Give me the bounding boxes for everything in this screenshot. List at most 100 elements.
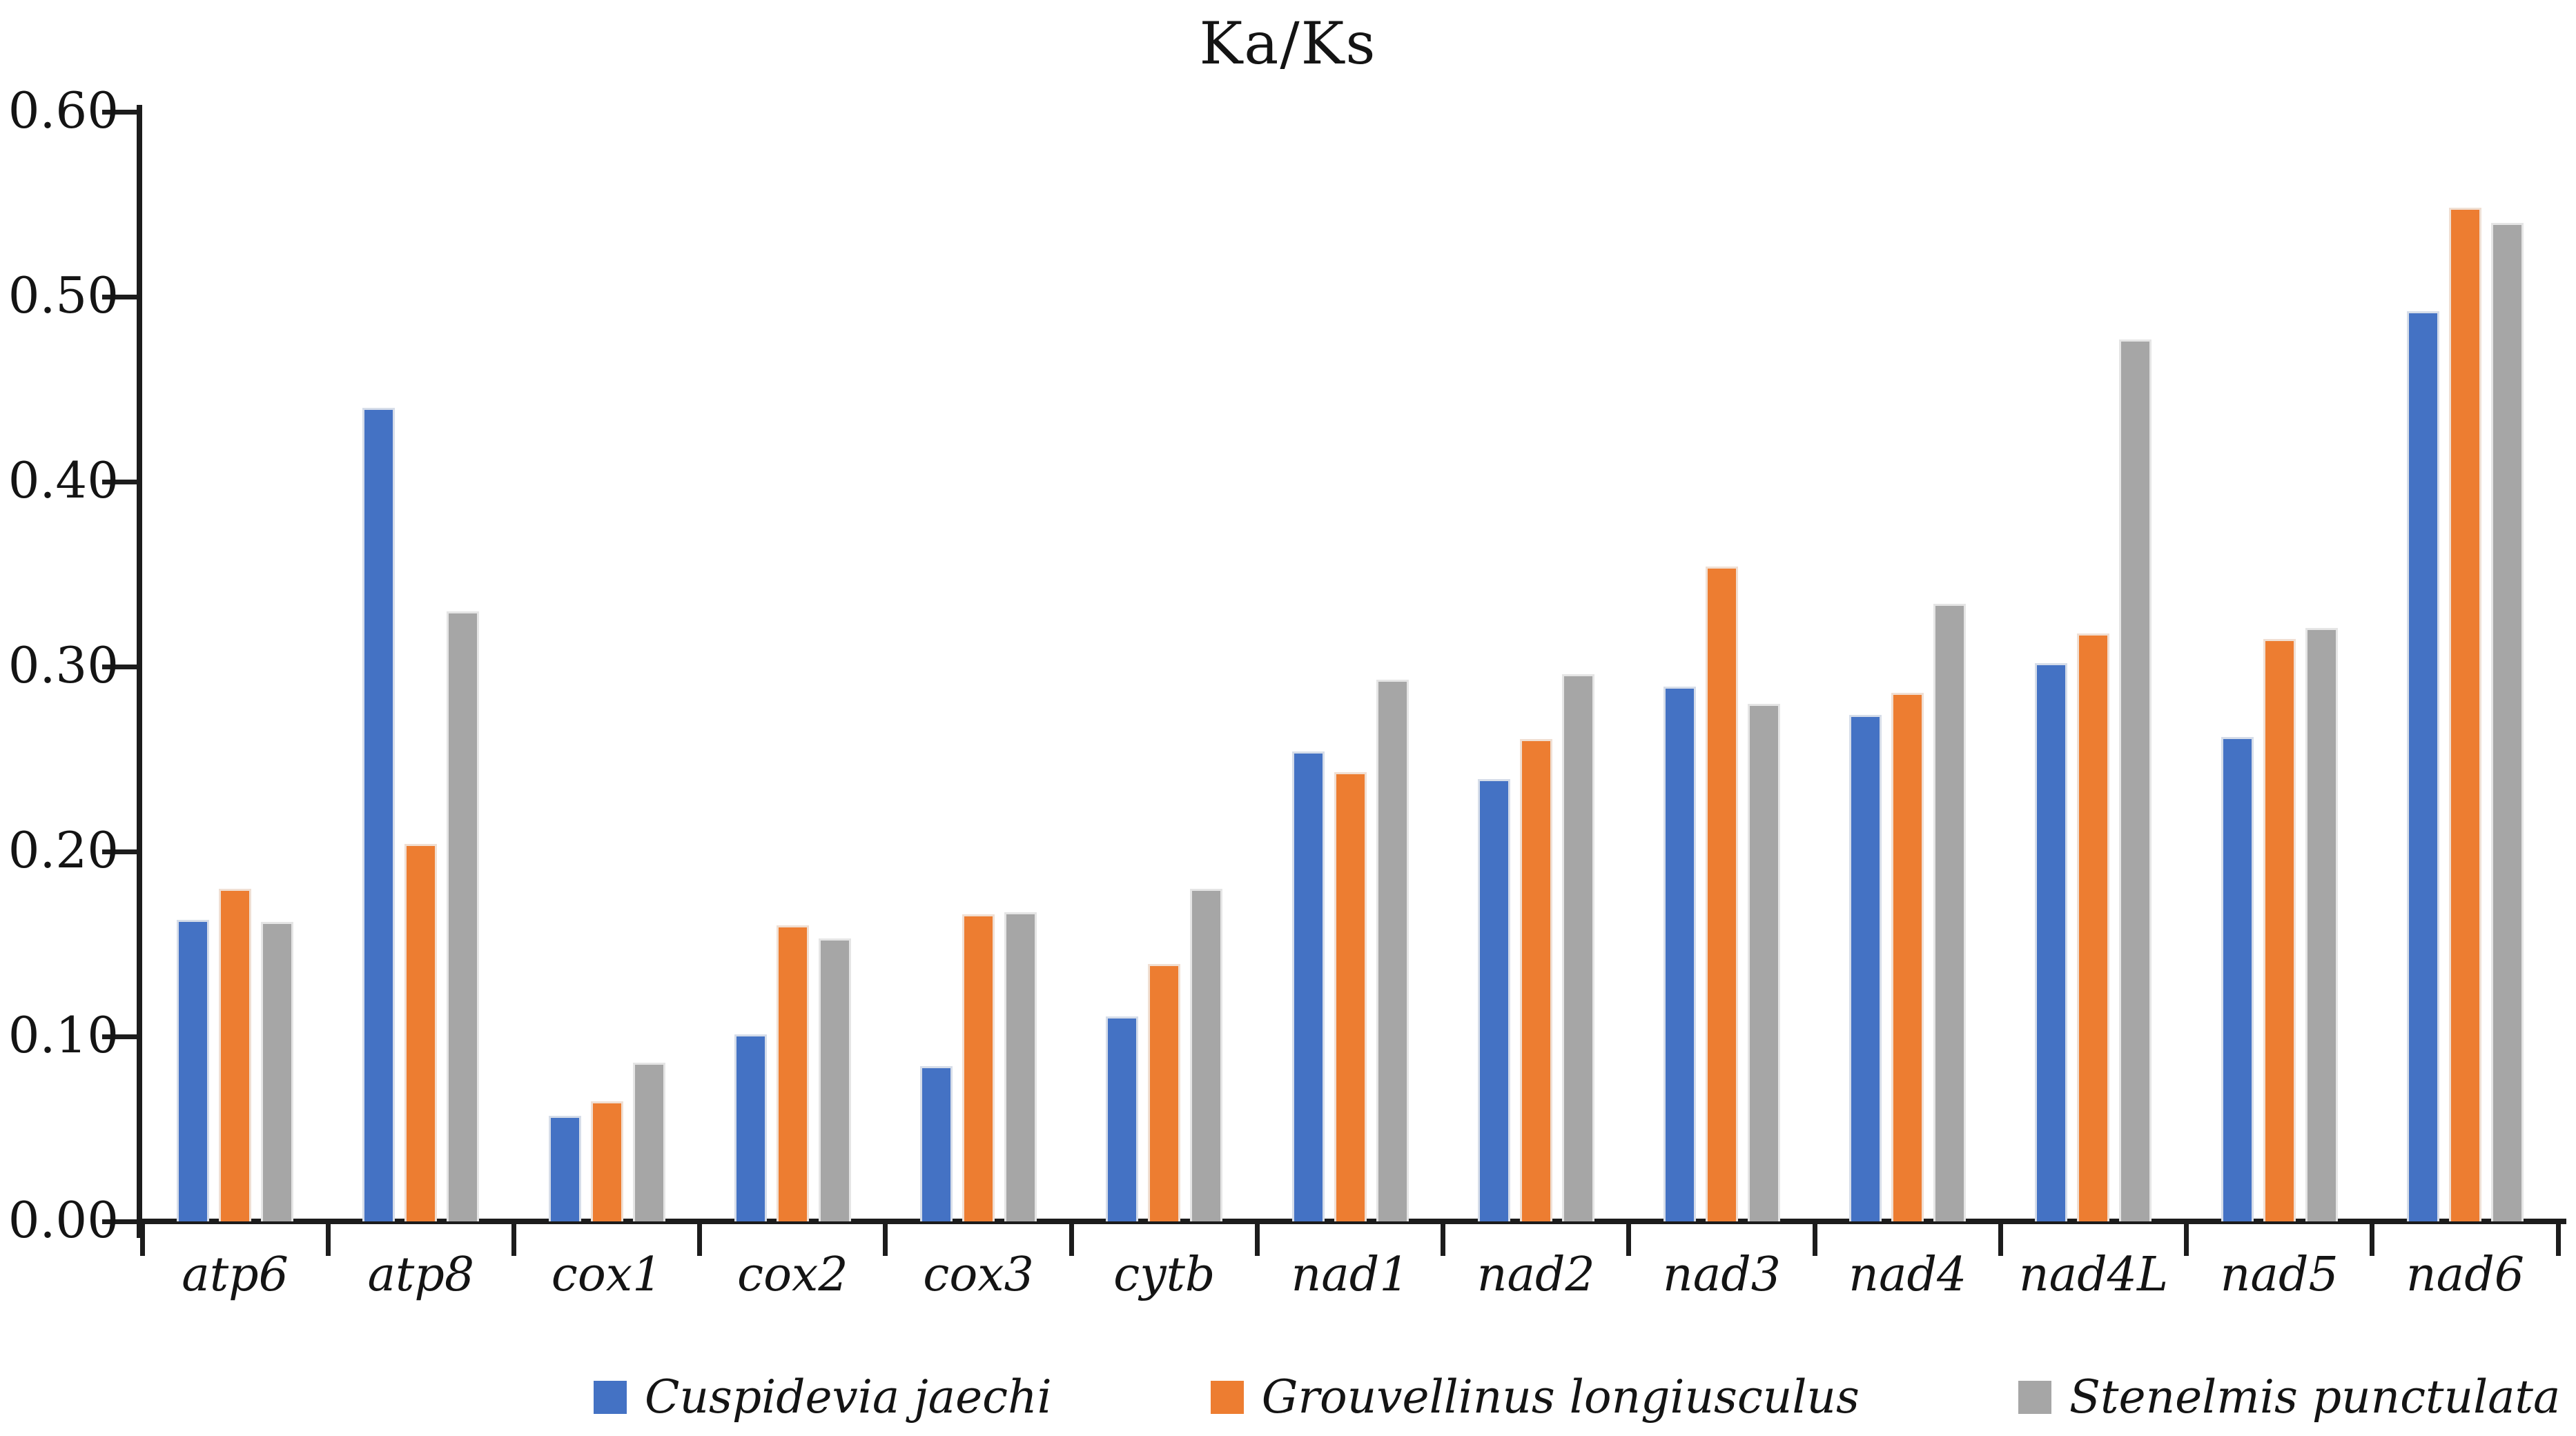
bar-nad3-grouvellinus [1705, 567, 1738, 1221]
x-tick [1998, 1224, 2003, 1256]
x-tick [1812, 1224, 1817, 1256]
bar-group-cox1 [514, 112, 699, 1221]
bar-nad4-stenelmis [1933, 603, 1967, 1221]
legend-swatch [594, 1381, 627, 1414]
bar-group-nad3 [1629, 112, 1815, 1221]
x-tick [2184, 1224, 2189, 1256]
y-tick-label: 0.60 [8, 81, 119, 139]
y-tick-label: 0.30 [8, 636, 119, 694]
y-tick-label: 0.00 [8, 1191, 119, 1249]
x-axis-labels: atp6 atp8 cox1 cox2 cox3 cytb nad1 nad2 nad3 nad4… [142, 1241, 2558, 1310]
bar-nad5-grouvellinus [2263, 638, 2296, 1221]
bar-cox3-stenelmis [1004, 912, 1037, 1221]
x-tick [1441, 1224, 1446, 1256]
y-tick-label: 0.20 [8, 821, 119, 879]
y-tick [102, 849, 138, 854]
bar-group-cox3 [886, 112, 1071, 1221]
bar-atp6-grouvellinus [219, 888, 252, 1221]
legend-item: Cuspidevia jaechi [594, 1372, 1052, 1423]
bar-group-nad1 [1257, 112, 1443, 1221]
x-tick [139, 1224, 145, 1256]
x-category-label-nad4L: nad4L [2018, 1248, 2169, 1302]
bar-nad6-grouvellinus [2448, 208, 2481, 1221]
bar-nad4L-grouvellinus [2077, 633, 2110, 1221]
bar-nad6-cuspidevia [2406, 311, 2439, 1221]
bar-cox1-cuspidevia [548, 1116, 581, 1221]
legend: Cuspidevia jaechi Grouvellinus longiuscul… [594, 1372, 2560, 1423]
legend-label: Cuspidevia jaechi [645, 1370, 1052, 1424]
x-tick [325, 1224, 331, 1256]
x-category-label-atp8: atp8 [367, 1248, 475, 1302]
x-tick [1626, 1224, 1632, 1256]
bar-cox3-grouvellinus [962, 914, 995, 1221]
bar-group-cox2 [700, 112, 886, 1221]
bar-atp6-stenelmis [261, 921, 294, 1221]
x-tick [2555, 1224, 2561, 1256]
y-tick [102, 1034, 138, 1039]
bar-group-nad6 [2372, 112, 2558, 1221]
bar-atp8-grouvellinus [404, 844, 438, 1221]
legend-item: Grouvellinus longiusculus [1210, 1370, 1860, 1424]
bar-nad2-cuspidevia [1477, 779, 1510, 1221]
x-tick [511, 1224, 516, 1256]
y-axis-line [137, 105, 142, 1238]
bar-nad1-stenelmis [1376, 679, 1409, 1221]
bar-cytb-cuspidevia [1106, 1016, 1139, 1221]
x-category-label-cox1: cox1 [551, 1248, 663, 1302]
x-category-label-cytb: cytb [1113, 1248, 1216, 1302]
legend-label: Stenelmis punctulata [2069, 1370, 2561, 1424]
bar-group-cytb [1071, 112, 1257, 1221]
bar-group-atp6 [142, 112, 328, 1221]
bar-cox1-stenelmis [632, 1062, 665, 1221]
x-category-label-nad3: nad3 [1662, 1248, 1782, 1302]
y-tick-label: 0.50 [8, 266, 119, 324]
bar-cox2-stenelmis [818, 938, 851, 1221]
x-category-label-nad2: nad2 [1476, 1248, 1595, 1302]
bar-group-nad4 [1815, 112, 2000, 1221]
bar-group-nad5 [2187, 112, 2372, 1221]
bar-cox1-grouvellinus [590, 1101, 623, 1221]
bar-nad4L-stenelmis [2119, 339, 2152, 1221]
bar-atp6-cuspidevia [177, 920, 210, 1221]
x-tick [1069, 1224, 1074, 1256]
bar-cox3-cuspidevia [920, 1065, 953, 1221]
x-axis-line [137, 1219, 2566, 1224]
bar-group-nad4L [2000, 112, 2186, 1221]
bar-nad2-stenelmis [1561, 673, 1594, 1221]
x-tick [2370, 1224, 2375, 1256]
x-category-label-nad4: nad4 [1848, 1248, 1967, 1302]
x-category-label-nad5: nad5 [2220, 1248, 2339, 1302]
bar-atp8-cuspidevia [362, 407, 396, 1221]
x-tick [697, 1224, 703, 1256]
legend-label: Grouvellinus longiusculus [1261, 1370, 1860, 1424]
bar-nad1-grouvellinus [1334, 771, 1367, 1221]
x-tick [883, 1224, 888, 1256]
bar-group-atp8 [328, 112, 514, 1221]
x-tick [1254, 1224, 1260, 1256]
legend-swatch [1210, 1381, 1244, 1414]
bar-atp8-stenelmis [447, 611, 480, 1221]
bar-nad1-cuspidevia [1291, 751, 1325, 1221]
legend-item: Stenelmis punctulata [2018, 1370, 2561, 1424]
bar-cytb-grouvellinus [1148, 964, 1181, 1221]
bar-nad4-cuspidevia [1849, 714, 1882, 1221]
x-category-label-nad1: nad1 [1291, 1248, 1409, 1302]
y-tick [102, 294, 138, 299]
x-category-label-cox3: cox3 [923, 1248, 1034, 1302]
bar-cytb-stenelmis [1190, 888, 1223, 1221]
bar-nad5-cuspidevia [2221, 736, 2254, 1221]
bar-nad3-stenelmis [1747, 703, 1780, 1221]
bar-nad4-grouvellinus [1891, 692, 1924, 1221]
x-category-label-atp6: atp6 [182, 1248, 289, 1302]
y-tick [102, 1219, 138, 1224]
plot-area [142, 112, 2558, 1221]
bar-nad4L-cuspidevia [2035, 662, 2068, 1221]
y-tick-label: 0.10 [8, 1006, 119, 1064]
y-tick [102, 479, 138, 484]
x-category-label-nad6: nad6 [2406, 1248, 2524, 1302]
y-tick-label: 0.40 [8, 451, 119, 509]
bar-group-nad2 [1443, 112, 1629, 1221]
bar-nad6-stenelmis [2490, 222, 2524, 1221]
legend-swatch [2018, 1381, 2051, 1414]
